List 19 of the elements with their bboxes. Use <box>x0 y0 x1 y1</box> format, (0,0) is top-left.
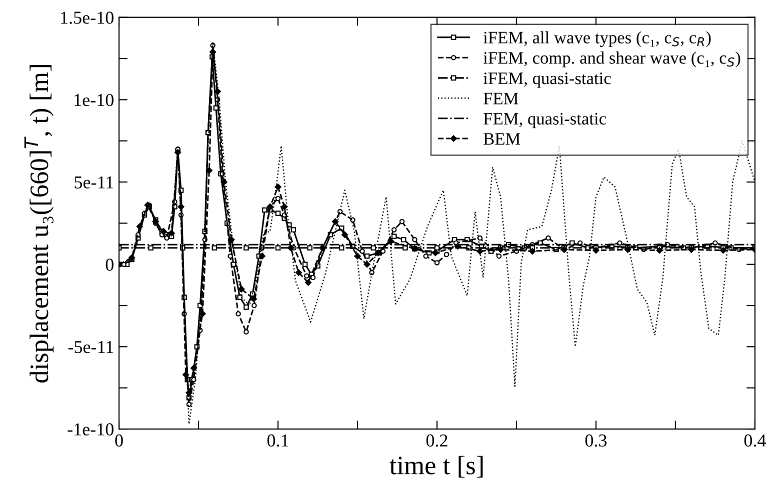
y-tick-label: 1.5e-10 <box>61 12 114 24</box>
legend-label: BEM <box>484 133 520 145</box>
x-tick-label: 0.4 <box>744 434 766 447</box>
legend-label: FEM <box>484 92 518 104</box>
legend-label: iFEM, all wave types (c₁, c$_{S}$, c$_{R}$) <box>483 31 711 48</box>
x-tick-label: 0 <box>115 434 123 447</box>
y-tick-label: 5e-11 <box>74 176 114 188</box>
y-axis-title: displacement u₃([660]$^{T}$, t) [m] <box>24 65 54 383</box>
y-tick-label: -5e-11 <box>68 341 114 354</box>
x-axis-title: time t [s] <box>390 456 483 478</box>
y-tick-label: 0 <box>106 258 114 271</box>
x-tick-label: 0.1 <box>267 434 288 447</box>
x-tick-label: 0.2 <box>426 434 448 447</box>
legend-label: iFEM, comp. and shear wave (c₁, c$_{S}$) <box>483 52 740 68</box>
x-tick-label: 0.3 <box>585 434 607 447</box>
legend-label: iFEM, quasi-static <box>483 72 611 88</box>
y-tick-label: -1e-10 <box>68 423 114 436</box>
legend-label: FEM, quasi-static <box>484 112 606 128</box>
y-tick-label: 1e-10 <box>74 94 114 106</box>
